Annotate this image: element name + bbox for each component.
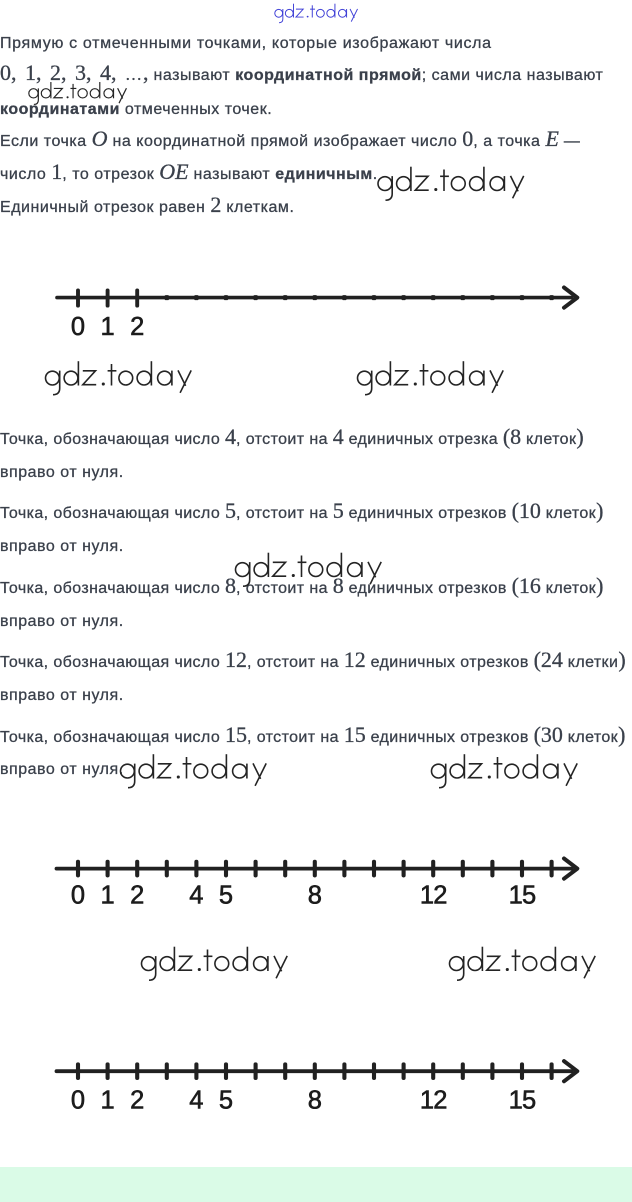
svg-text:15: 15 [509, 882, 536, 910]
svg-text:8: 8 [308, 882, 322, 910]
svg-text:2: 2 [130, 1087, 144, 1115]
svg-text:8: 8 [308, 1087, 322, 1115]
svg-text:1: 1 [101, 1087, 115, 1115]
svg-text:1: 1 [101, 313, 115, 341]
svg-text:0: 0 [71, 313, 85, 341]
svg-text:1: 1 [101, 882, 115, 910]
svg-text:5: 5 [219, 882, 233, 910]
svg-text:2: 2 [130, 313, 144, 341]
svg-text:12: 12 [420, 882, 447, 910]
svg-text:4: 4 [189, 882, 203, 910]
svg-text:2: 2 [130, 882, 144, 910]
svg-text:5: 5 [219, 1087, 233, 1115]
svg-text:4: 4 [189, 1087, 203, 1115]
svg-text:0: 0 [71, 1087, 85, 1115]
svg-text:15: 15 [509, 1087, 536, 1115]
svg-text:0: 0 [71, 882, 85, 910]
svg-text:12: 12 [420, 1087, 447, 1115]
